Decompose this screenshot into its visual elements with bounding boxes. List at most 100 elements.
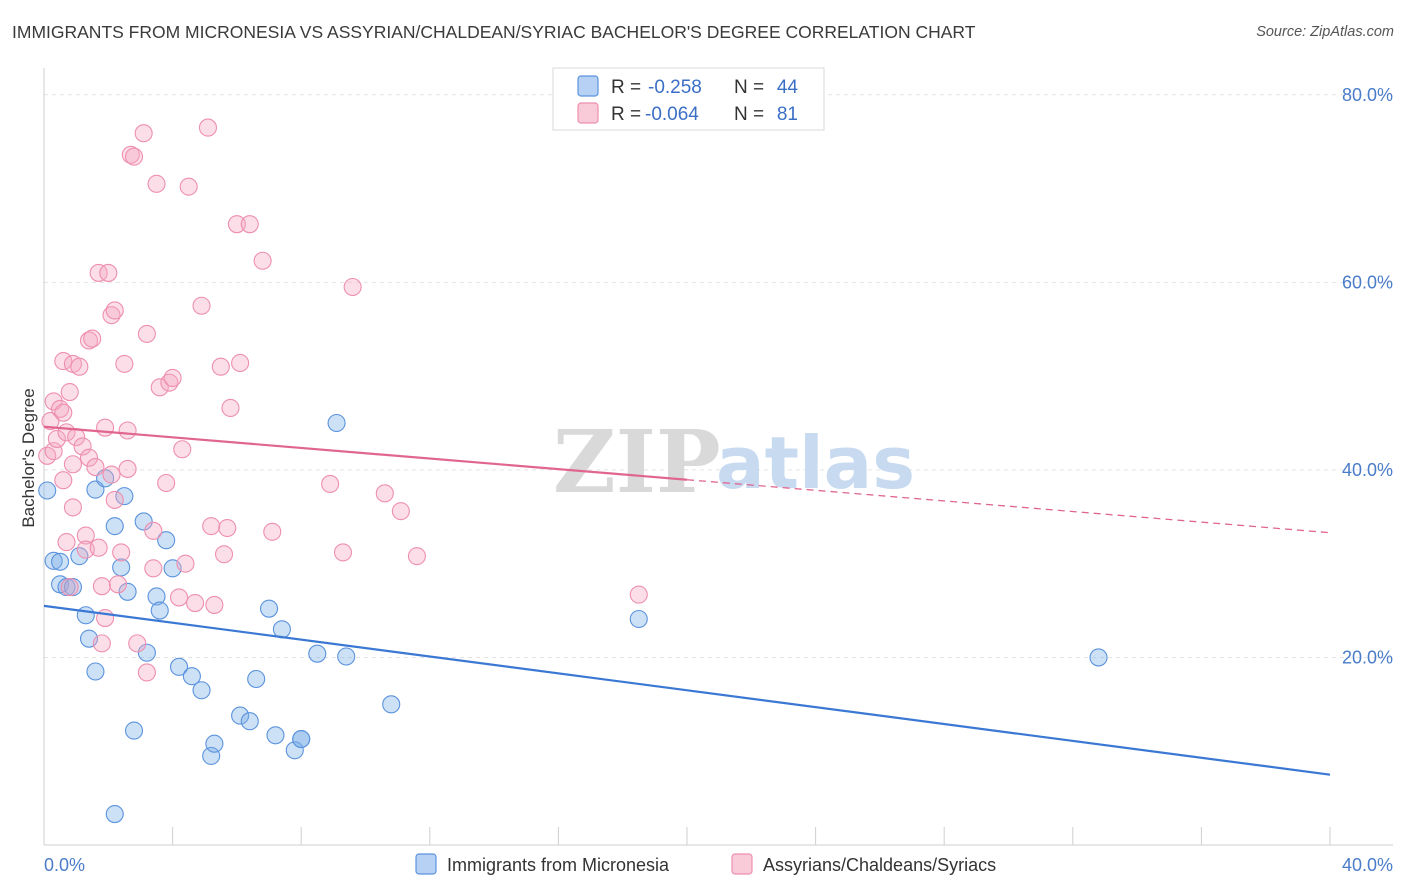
point-assyrian <box>60 578 79 597</box>
point-assyrian <box>92 577 111 596</box>
point-micronesia <box>105 805 124 824</box>
point-assyrian <box>186 593 205 613</box>
point-assyrian <box>134 124 153 143</box>
point-assyrian <box>86 458 105 477</box>
point-assyrian <box>240 215 259 234</box>
x-tick-label-max: 40.0% <box>1342 855 1393 875</box>
point-micronesia <box>169 657 189 676</box>
y-tick-labels: 20.0% 40.0% 60.0% 80.0% <box>1342 85 1393 668</box>
point-assyrian <box>96 418 115 437</box>
point-micronesia <box>327 413 346 433</box>
point-micronesia <box>51 552 70 571</box>
point-micronesia <box>137 643 156 662</box>
point-micronesia <box>205 734 224 753</box>
point-assyrian <box>173 440 192 459</box>
trend-line-assyrian-dashed <box>686 479 1331 534</box>
point-assyrian <box>99 263 118 282</box>
point-assyrian <box>118 421 137 440</box>
y-tick-label: 20.0% <box>1342 647 1393 667</box>
point-micronesia <box>105 517 124 536</box>
point-assyrian <box>202 517 221 536</box>
point-assyrian <box>321 474 340 493</box>
point-assyrian <box>83 329 102 348</box>
y-axis-title: Bachelor's Degree <box>19 388 38 527</box>
point-micronesia <box>266 726 285 745</box>
point-assyrian <box>41 412 60 431</box>
point-assyrian <box>76 526 95 545</box>
point-micronesia <box>157 531 176 550</box>
legend-r-label-assyrian: R = <box>611 104 641 125</box>
point-assyrian <box>253 251 272 270</box>
trend-lines <box>43 425 1331 776</box>
point-micronesia <box>150 601 169 620</box>
point-micronesia <box>44 551 63 570</box>
point-assyrian <box>176 554 195 573</box>
point-assyrian <box>137 663 156 682</box>
point-assyrian <box>105 490 124 509</box>
point-micronesia <box>134 512 153 531</box>
point-assyrian <box>263 522 282 541</box>
point-assyrian <box>79 331 99 350</box>
point-assyrian <box>92 634 111 653</box>
point-micronesia <box>38 481 57 500</box>
legend-swatch-assyrian <box>577 102 599 124</box>
watermark-atlas: atlas <box>716 421 915 505</box>
point-assyrian <box>343 277 362 297</box>
point-micronesia <box>308 644 327 663</box>
y-tick-label: 40.0% <box>1342 460 1393 480</box>
point-micronesia <box>1089 648 1108 667</box>
point-micronesia <box>86 662 105 681</box>
point-assyrian <box>147 174 166 193</box>
series-legend-swatch-micronesia <box>415 853 437 875</box>
point-assyrian <box>73 437 92 456</box>
point-assyrian <box>163 368 182 388</box>
point-assyrian <box>70 357 89 376</box>
point-micronesia <box>247 669 266 689</box>
point-micronesia <box>382 695 401 714</box>
point-micronesia <box>147 587 166 606</box>
point-assyrian <box>54 471 73 490</box>
point-assyrian <box>407 547 426 566</box>
series-legend-label-micronesia: Immigrants from Micronesia <box>447 855 670 875</box>
point-micronesia <box>124 721 144 740</box>
point-assyrian <box>105 301 124 320</box>
point-assyrian <box>60 382 79 402</box>
point-assyrian <box>375 484 394 503</box>
point-assyrian <box>192 296 211 315</box>
point-micronesia <box>76 606 95 625</box>
point-assyrian <box>89 263 108 282</box>
point-assyrian <box>54 403 73 422</box>
point-micronesia <box>70 547 89 566</box>
axes <box>43 68 1393 846</box>
point-micronesia <box>118 582 137 601</box>
point-micronesia <box>240 712 259 731</box>
point-assyrian <box>333 543 353 562</box>
trend-line-micronesia <box>43 604 1331 776</box>
point-assyrian <box>102 465 121 484</box>
series-legend-swatch-assyrian <box>731 853 753 875</box>
point-assyrian <box>144 521 163 540</box>
point-micronesia <box>292 729 311 749</box>
grid-lines <box>44 94 1393 658</box>
source-label: Source: ZipAtlas.com <box>1256 24 1394 40</box>
point-assyrian <box>115 354 134 373</box>
correlation-legend: R = -0.258 N = 44 R = -0.064 N = 81 <box>552 67 825 131</box>
point-assyrian <box>118 459 137 478</box>
point-assyrian <box>214 545 234 564</box>
point-assyrian <box>169 588 189 607</box>
point-micronesia <box>337 647 356 666</box>
point-assyrian <box>63 498 82 517</box>
series-legend-label-assyrian: Assyrians/Chaldeans/Syriacs <box>763 855 996 875</box>
legend-n-label-micronesia: N = <box>734 77 764 98</box>
point-assyrian <box>205 595 224 614</box>
point-micronesia <box>182 667 201 686</box>
point-assyrian <box>63 455 82 474</box>
point-micronesia <box>629 609 648 629</box>
legend-swatch-micronesia <box>577 75 599 97</box>
point-assyrian <box>137 324 156 343</box>
data-points <box>38 118 1108 824</box>
point-assyrian <box>179 177 198 196</box>
point-assyrian <box>112 543 131 562</box>
point-assyrian <box>124 147 144 166</box>
